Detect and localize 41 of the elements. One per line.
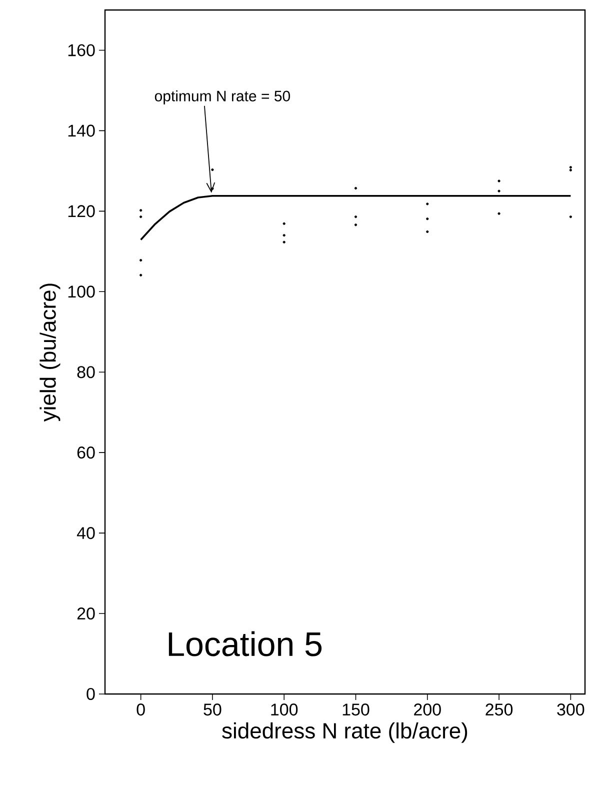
y-tick-label: 80 — [77, 366, 95, 378]
point — [140, 258, 142, 262]
x-tick-label: 150 — [342, 704, 370, 716]
annotation: Location 5 — [168, 631, 322, 656]
point — [498, 180, 500, 182]
y-tick-label: 40 — [76, 527, 95, 540]
y-tick-label: 100 — [68, 286, 95, 298]
point — [569, 166, 572, 169]
point — [354, 216, 358, 218]
y-tick-label: 0 — [86, 688, 95, 700]
y-tick-label: 160 — [68, 44, 95, 56]
point — [426, 218, 429, 220]
point — [282, 240, 286, 244]
point — [140, 274, 142, 276]
point — [426, 230, 429, 233]
point — [569, 216, 572, 218]
point — [140, 209, 142, 212]
annotation: optimum N rate = 50 — [154, 90, 290, 104]
point — [354, 186, 358, 190]
line-series — [140, 194, 572, 241]
y-tick-label: 120 — [68, 205, 95, 218]
x-tick-label: 250 — [486, 704, 513, 716]
point — [140, 216, 142, 218]
point — [282, 222, 286, 225]
point — [426, 202, 429, 206]
y-axis-title: yield (bu/acre) — [40, 284, 60, 422]
point — [569, 168, 572, 172]
x-tick-label: 50 — [204, 704, 222, 716]
y-tick-label: 60 — [77, 446, 95, 459]
x-tick-label: 0 — [136, 704, 145, 716]
x-tick-label: 300 — [557, 704, 584, 716]
y-tick-label: 140 — [68, 124, 95, 137]
point — [282, 234, 286, 237]
y-tick-label: 20 — [77, 608, 95, 620]
x-axis-title: sidedress N rate (lb/acre) — [222, 722, 468, 743]
x-tick-label: 200 — [414, 704, 441, 716]
point — [498, 212, 500, 215]
point — [211, 168, 214, 172]
point — [498, 190, 500, 192]
x-tick-label: 100 — [271, 704, 298, 716]
point — [354, 224, 358, 226]
